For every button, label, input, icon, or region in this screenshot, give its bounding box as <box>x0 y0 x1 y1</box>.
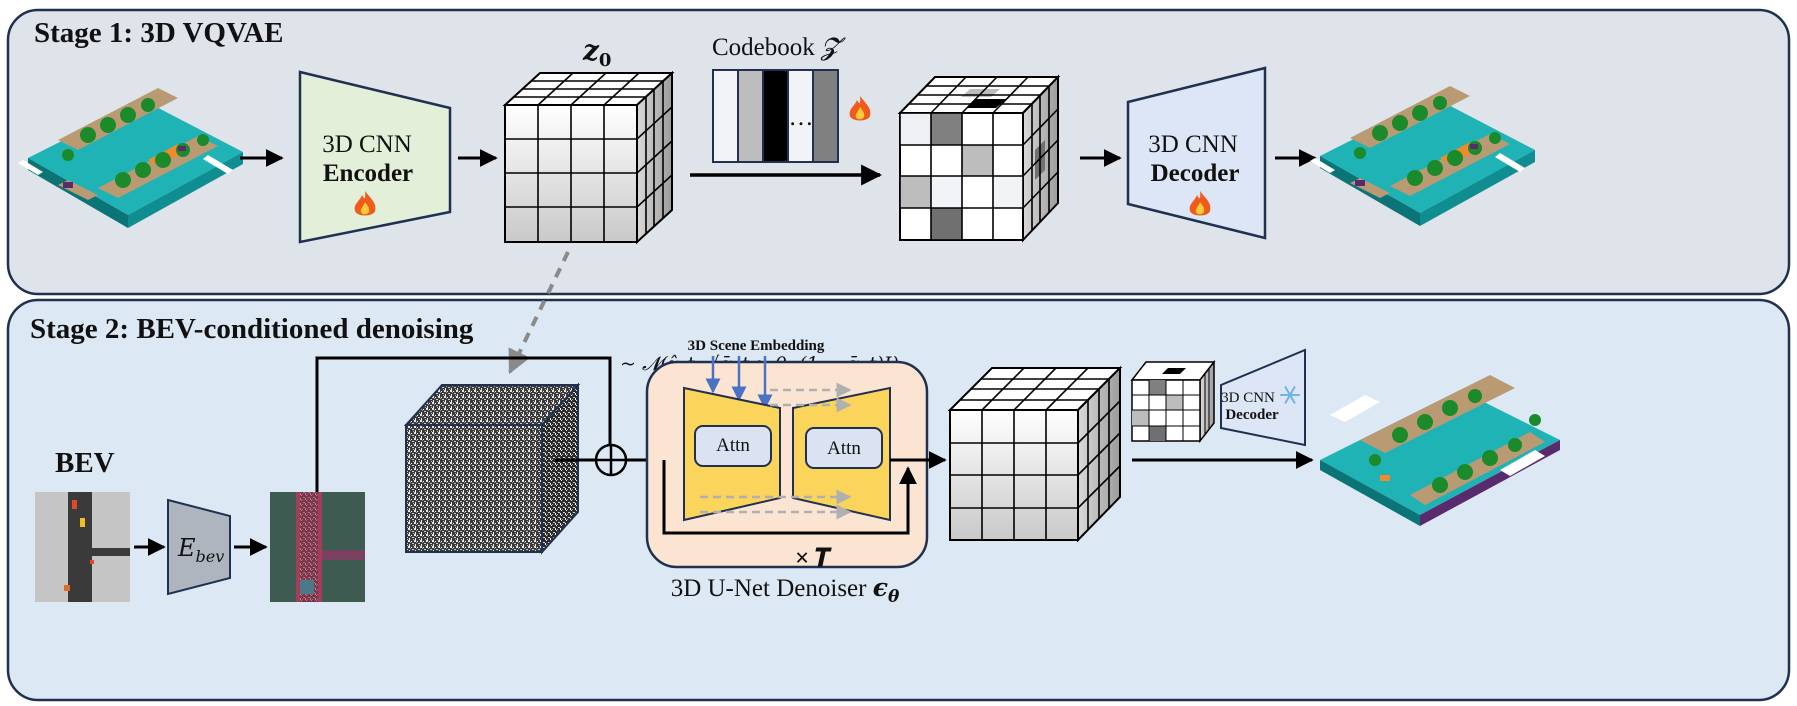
small-decoder-line2: Decoder <box>1225 407 1279 423</box>
small-decoder-line1: 3D CNN <box>1221 390 1275 406</box>
input-occupancy-scene <box>18 88 243 228</box>
scene-embedding-arrows <box>705 356 773 410</box>
repeat-label: × 𝑻 <box>795 545 832 572</box>
arrow-latent-to-noise <box>508 251 570 375</box>
fire-icon <box>849 96 871 121</box>
stage1-panel <box>6 8 1791 296</box>
vqvae-encoder <box>298 70 452 244</box>
snowflake-icon <box>1280 386 1300 404</box>
encoder-label-line2: Encoder <box>323 160 413 187</box>
bev-condition-path <box>315 356 612 492</box>
vqvae-decoder <box>1126 66 1267 240</box>
attn-block-left <box>694 425 772 467</box>
unet-label: 3D U-Net Denoiser ϵθ <box>671 573 900 607</box>
encoder-label-line1: 3D CNN <box>322 131 412 158</box>
latent-cube-z0 <box>502 70 675 245</box>
codebook-ellipsis: … <box>789 104 814 131</box>
scene-embedding-label: 3D Scene Embedding <box>688 338 825 354</box>
bev-encoder <box>167 498 231 596</box>
bev-map-image <box>35 492 130 602</box>
bev-encoder-label: Ebev <box>177 534 224 566</box>
generated-occupancy-scene <box>1320 375 1560 526</box>
stage2-title: Stage 2: BEV-conditioned denoising <box>30 313 474 345</box>
small-quantized-cube <box>1130 359 1216 444</box>
attn-block-right <box>805 427 883 469</box>
fire-icon <box>354 191 376 216</box>
stage1-title: Stage 1: 3D VQVAE <box>34 17 283 49</box>
bev-feature-map <box>270 492 365 602</box>
decoder-label-line2: Decoder <box>1151 160 1240 187</box>
codebook-label: Codebook 𝓩 <box>712 32 846 61</box>
noisy-latent-cube <box>403 382 581 555</box>
reconstructed-occupancy-scene <box>1310 86 1535 226</box>
frozen-decoder <box>1220 348 1306 447</box>
denoised-latent-cube <box>947 365 1123 543</box>
bev-label: BEV <box>55 447 115 479</box>
attn-left-label: Attn <box>716 435 750 456</box>
quantized-cube <box>897 74 1061 243</box>
attn-right-label: Attn <box>827 438 861 459</box>
codebook-strip <box>712 69 839 163</box>
unet-loop-arrow <box>662 460 917 535</box>
fire-icon <box>1189 191 1211 216</box>
circled-plus-icon <box>594 443 628 477</box>
latent-label: z0 <box>582 34 611 71</box>
unet-skip-arrows <box>700 382 852 520</box>
decoder-label-line1: 3D CNN <box>1148 131 1238 158</box>
